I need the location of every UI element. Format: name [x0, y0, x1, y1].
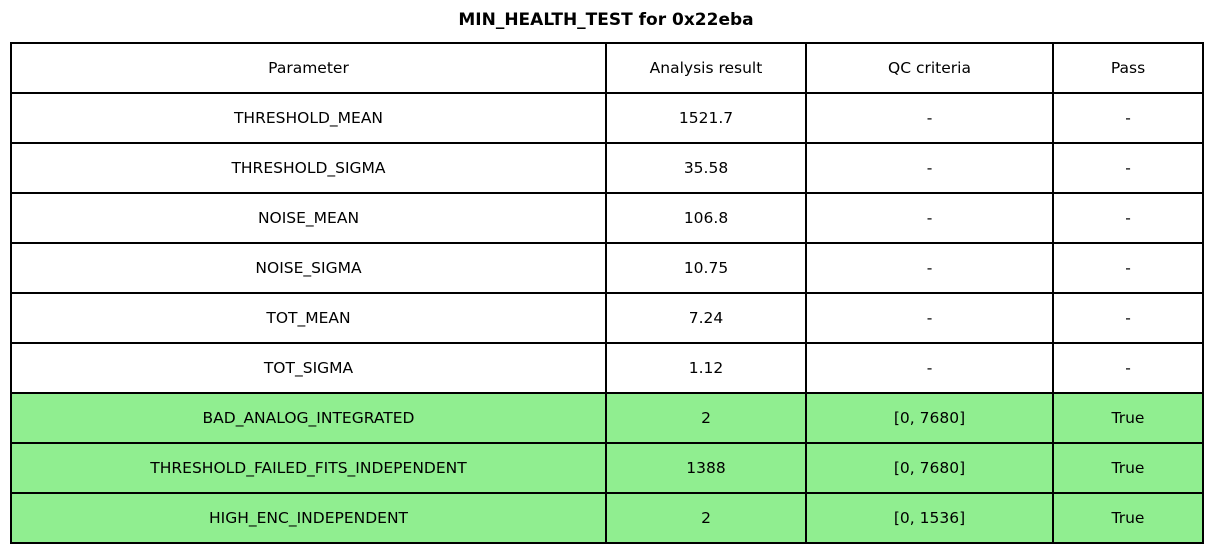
table-row: BAD_ANALOG_INTEGRATED 2 [0, 7680] True	[10, 392, 1204, 444]
column-header-qc-criteria: QC criteria	[805, 42, 1054, 94]
table-row: NOISE_MEAN 106.8- -	[10, 192, 1204, 244]
cell-analysis-result: 35.58	[605, 142, 807, 194]
cell-qc-criteria: -	[805, 292, 1054, 344]
cell-analysis-result: 10.75	[605, 242, 807, 294]
cell-parameter: THRESHOLD_MEAN	[10, 92, 607, 144]
column-header-pass: Pass	[1052, 42, 1204, 94]
cell-qc-criteria: -	[805, 242, 1054, 294]
cell-pass: -	[1052, 192, 1204, 244]
table-header-row: Parameter Analysis result QC criteria Pa…	[10, 42, 1204, 94]
cell-parameter: NOISE_SIGMA	[10, 242, 607, 294]
cell-analysis-result: 2	[605, 392, 807, 444]
cell-parameter: TOT_MEAN	[10, 292, 607, 344]
cell-pass: -	[1052, 142, 1204, 194]
min-health-test-table: Parameter Analysis result QC criteria Pa…	[10, 42, 1204, 544]
cell-analysis-result: 1388	[605, 442, 807, 494]
cell-analysis-result: 1.12	[605, 342, 807, 394]
cell-analysis-result: 1521.7	[605, 92, 807, 144]
cell-parameter: BAD_ANALOG_INTEGRATED	[10, 392, 607, 444]
cell-parameter: NOISE_MEAN	[10, 192, 607, 244]
cell-pass: True	[1052, 442, 1204, 494]
table-row: NOISE_SIGMA 10.75- -	[10, 242, 1204, 294]
cell-parameter: TOT_SIGMA	[10, 342, 607, 394]
table-row: THRESHOLD_MEAN 1521.7- -	[10, 92, 1204, 144]
table-row: THRESHOLD_FAILED_FITS_INDEPENDENT 1388 [0,…	[10, 442, 1204, 494]
cell-parameter: THRESHOLD_FAILED_FITS_INDEPENDENT	[10, 442, 607, 494]
cell-pass: -	[1052, 342, 1204, 394]
cell-pass: True	[1052, 492, 1204, 544]
cell-qc-criteria: [0, 7680]	[805, 392, 1054, 444]
table-row: THRESHOLD_SIGMA 35.58- -	[10, 142, 1204, 194]
cell-qc-criteria: -	[805, 192, 1054, 244]
table-body: THRESHOLD_MEAN 1521.7- - THRESHOLD_SIGMA 35.…	[10, 92, 1204, 544]
cell-qc-criteria: [0, 1536]	[805, 492, 1054, 544]
cell-pass: -	[1052, 92, 1204, 144]
column-header-parameter: Parameter	[10, 42, 607, 94]
table-row: HIGH_ENC_INDEPENDENT 2 [0, 1536] True	[10, 492, 1204, 544]
cell-qc-criteria: [0, 7680]	[805, 442, 1054, 494]
cell-parameter: THRESHOLD_SIGMA	[10, 142, 607, 194]
cell-qc-criteria: -	[805, 342, 1054, 394]
table-row: TOT_MEAN 7.24- -	[10, 292, 1204, 344]
table-row: TOT_SIGMA 1.12- -	[10, 342, 1204, 394]
cell-analysis-result: 7.24	[605, 292, 807, 344]
cell-analysis-result: 2	[605, 492, 807, 544]
cell-pass: -	[1052, 292, 1204, 344]
cell-qc-criteria: -	[805, 142, 1054, 194]
chart-title: MIN_HEALTH_TEST for 0x22eba	[458, 10, 754, 30]
column-header-analysis-result: Analysis result	[605, 42, 807, 94]
cell-pass: -	[1052, 242, 1204, 294]
cell-analysis-result: 106.8	[605, 192, 807, 244]
cell-pass: True	[1052, 392, 1204, 444]
cell-qc-criteria: -	[805, 92, 1054, 144]
cell-parameter: HIGH_ENC_INDEPENDENT	[10, 492, 607, 544]
